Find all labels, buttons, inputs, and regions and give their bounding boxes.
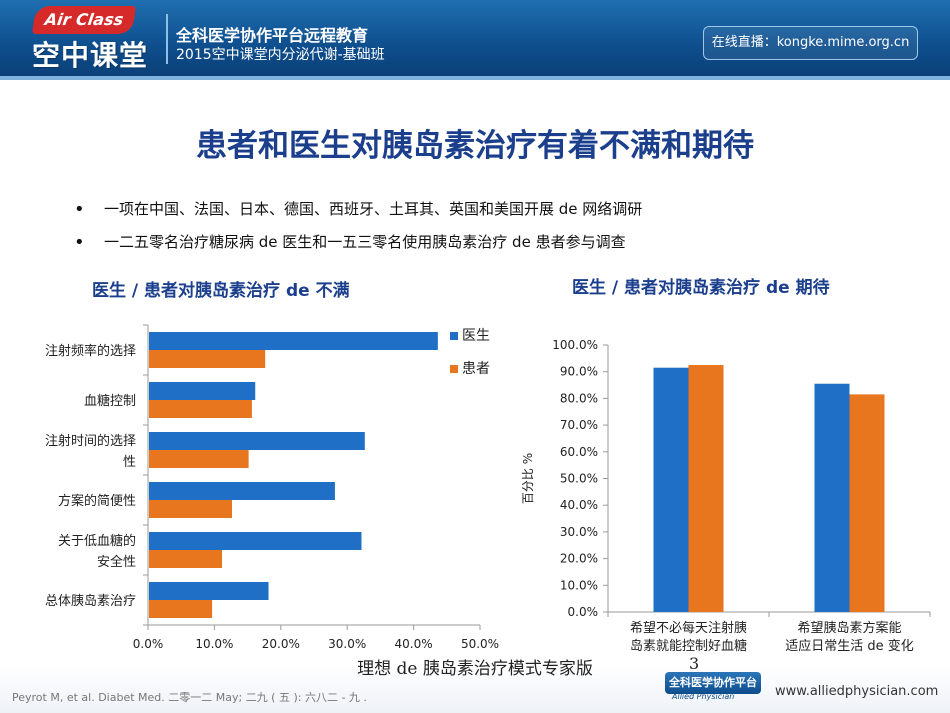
bar-patient (849, 394, 885, 612)
bar-patient (149, 600, 213, 618)
bar-patient (149, 400, 252, 418)
category-label: 希望不必每天注射胰 (630, 620, 747, 636)
banner-divider (166, 14, 168, 64)
y-tick-label: 70.0% (560, 418, 598, 432)
category-label: 性 (123, 455, 136, 470)
x-tick-label: 10.0% (195, 637, 233, 651)
category-label: 安全性 (97, 554, 136, 570)
course-title: 2015空中课堂内分泌代谢-基础班 (176, 47, 385, 63)
bullet-list: 一项在中国、法国、日本、德国、西班牙、土耳其、英国和美国开展 de 网络调研 一… (70, 193, 930, 259)
bar-patient (688, 365, 724, 612)
y-tick-label: 50.0% (560, 472, 598, 486)
footer-bar (0, 665, 950, 713)
bar-patient (149, 350, 266, 368)
bar-patient (149, 500, 232, 518)
platform-title: 全科医学协作平台远程教育 (176, 26, 369, 45)
y-tick-label: 100.0% (552, 338, 598, 352)
y-tick-label: 60.0% (560, 445, 598, 459)
x-tick-label: 20.0% (262, 637, 300, 651)
x-tick-label: 40.0% (395, 637, 433, 651)
legend-label: 患者 (462, 361, 490, 377)
y-tick-label: 90.0% (560, 365, 598, 379)
left-chart-title: 医生 / 患者对胰岛素治疗 de 不满 (92, 281, 350, 301)
right-chart-title: 医生 / 患者对胰岛素治疗 de 期待 (572, 278, 830, 298)
bar-doctor (149, 332, 438, 350)
category-label: 注射时间的选择 (45, 433, 136, 449)
brand-name: 全科医学协作平台 (665, 672, 761, 694)
y-tick-label: 80.0% (560, 391, 598, 405)
legend-label: 医生 (462, 328, 490, 344)
bar-doctor (149, 382, 256, 400)
brand-english: Allied Physician (672, 692, 735, 701)
footer-brand-logo: 全科医学协作平台 (665, 672, 765, 702)
y-axis-title: 百分比 % (521, 453, 535, 504)
footer-url-link[interactable]: www.alliedphysician.com (775, 684, 939, 699)
category-label: 希望胰岛素方案能 (797, 620, 901, 636)
category-label: 血糖控制 (84, 393, 136, 409)
page-number: 3 (689, 654, 700, 673)
y-tick-label: 20.0% (560, 552, 598, 566)
bar-patient (149, 450, 249, 468)
x-tick-label: 0.0% (133, 637, 164, 651)
category-label: 适应日常生活 de 变化 (785, 638, 914, 654)
bar-doctor (653, 367, 689, 612)
slide-title: 患者和医生对胰岛素治疗有着不满和期待 (196, 128, 754, 164)
document-title-overlay: 理想 de 胰岛素治疗模式专家版 (357, 659, 593, 679)
expectation-bar-chart: 0.0% 10.0% 20.0% 30.0% 40.0% 50.0% 60.0% 70.0% 8… (521, 338, 931, 654)
y-tick-label: 10.0% (560, 578, 598, 592)
bar-doctor (149, 482, 335, 500)
category-label: 注射频率的选择 (45, 343, 136, 359)
category-label: 岛素就能控制好血糖 (630, 638, 747, 654)
live-broadcast-link[interactable]: 在线直播：kongke.mime.org.cn (703, 26, 918, 60)
category-label: 方案的简便性 (58, 493, 136, 509)
citation-source: Peyrot M, et al. Diabet Med. 二零一二 May; 二… (12, 691, 367, 704)
logo-chinese-text: 空中课堂 (32, 39, 149, 72)
dissatisfaction-bar-chart: 0.0% 10.0% 20.0% 30.0% 40.0% 50.0% 注射频率的选择血糖控制… (45, 324, 499, 681)
bullet-item: 一二五零名治疗糖尿病 de 医生和一五三零名使用胰岛素治疗 de 患者参与调查 (70, 226, 930, 259)
y-tick-label: 0.0% (568, 605, 599, 619)
y-tick-label: 40.0% (560, 498, 598, 512)
x-tick-label: 50.0% (461, 637, 499, 651)
logo-air-class-text: Air Class (32, 6, 136, 34)
air-class-logo[interactable]: Air Class 空中课堂 (18, 6, 158, 72)
bar-doctor (149, 532, 362, 550)
legend-swatch-doctor (450, 332, 458, 340)
category-label: 总体胰岛素治疗 (45, 593, 136, 609)
bar-doctor (149, 582, 269, 600)
header-banner: Air Class 空中课堂 全科医学协作平台远程教育 2015空中课堂内分泌代… (0, 0, 950, 80)
bar-doctor (814, 383, 850, 612)
bar-patient (149, 550, 223, 568)
y-tick-label: 30.0% (560, 525, 598, 539)
bullet-item: 一项在中国、法国、日本、德国、西班牙、土耳其、英国和美国开展 de 网络调研 (70, 193, 930, 226)
x-tick-label: 30.0% (328, 637, 366, 651)
legend-swatch-patient (450, 365, 458, 373)
bar-doctor (149, 432, 365, 450)
category-label: 关于低血糖的 (58, 533, 136, 549)
